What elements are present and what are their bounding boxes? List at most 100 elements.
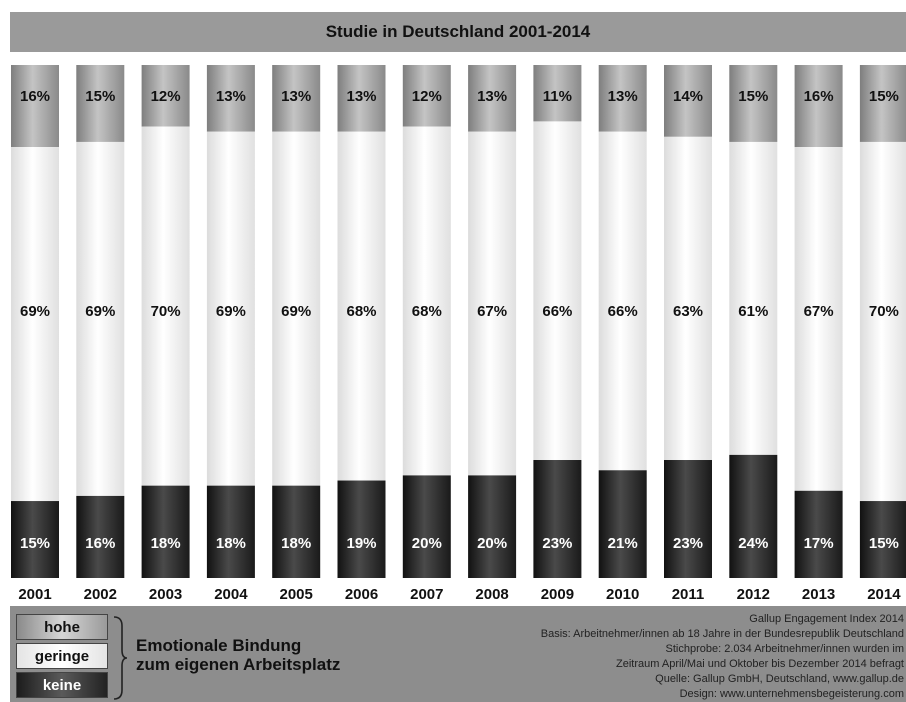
- bar-segment-keine-2014: [859, 501, 906, 578]
- data-label-keine-2007: 20%: [412, 535, 442, 552]
- bar-segment-hohe-2011: [664, 65, 712, 137]
- data-label-geringe-2012: 61%: [738, 303, 768, 320]
- bar-segment-geringe-2014: [859, 141, 906, 502]
- x-tick-label: 2010: [606, 586, 639, 603]
- bar-segment-hohe-2006: [337, 65, 386, 132]
- bar-segment-hohe-2002: [76, 65, 125, 142]
- data-label-geringe-2014: 70%: [869, 303, 899, 320]
- data-label-hohe-2007: 12%: [412, 88, 442, 105]
- data-label-hohe-2006: 13%: [346, 88, 376, 105]
- bar-segment-hohe-2005: [272, 65, 321, 132]
- legend-item-keine: keine: [16, 672, 108, 698]
- bar-segment-keine-2005: [272, 485, 321, 578]
- data-label-hohe-2001: 16%: [20, 88, 50, 105]
- x-tick-label: 2006: [345, 586, 378, 603]
- bar-segment-keine-2013: [794, 490, 843, 578]
- legend-caption: Emotionale Bindung zum eigenen Arbeitspl…: [136, 636, 376, 674]
- data-label-geringe-2007: 68%: [412, 303, 442, 320]
- bar-segment-geringe-2009: [533, 121, 582, 461]
- x-tick-label: 2011: [672, 586, 705, 603]
- bar-segment-geringe-2013: [794, 147, 843, 491]
- legend-item-geringe: geringe: [16, 643, 108, 669]
- source-line: Gallup Engagement Index 2014: [749, 613, 904, 625]
- data-label-geringe-2010: 66%: [608, 303, 638, 320]
- data-label-keine-2014: 15%: [869, 535, 899, 552]
- bar-segment-keine-2009: [533, 460, 582, 578]
- data-label-geringe-2005: 69%: [281, 303, 311, 320]
- data-label-hohe-2003: 12%: [151, 88, 181, 105]
- bar-segment-geringe-2012: [729, 141, 778, 455]
- x-tick-label: 2004: [214, 586, 248, 603]
- legend-caption-line1: Emotionale Bindung: [136, 636, 302, 655]
- bar-segment-hohe-2007: [402, 65, 451, 127]
- bar-segment-geringe-2008: [468, 131, 517, 476]
- bar-segment-hohe-2012: [729, 65, 778, 142]
- bar-segment-geringe-2004: [206, 131, 255, 486]
- bar-segment-hohe-2001: [11, 65, 59, 148]
- data-label-hohe-2011: 14%: [673, 88, 703, 105]
- data-label-keine-2001: 15%: [20, 535, 50, 552]
- data-label-hohe-2002: 15%: [85, 88, 115, 105]
- data-label-geringe-2009: 66%: [542, 303, 572, 320]
- x-tick-label: 2007: [410, 586, 443, 603]
- source-line: Zeitraum April/Mai und Oktober bis Dezem…: [616, 658, 904, 670]
- bar-segment-geringe-2001: [11, 147, 59, 502]
- data-label-geringe-2011: 63%: [673, 303, 703, 320]
- data-label-keine-2004: 18%: [216, 535, 246, 552]
- bar-segment-geringe-2010: [598, 131, 647, 471]
- data-label-keine-2013: 17%: [804, 535, 834, 552]
- bar-segment-keine-2011: [664, 460, 712, 578]
- data-label-hohe-2014: 15%: [869, 88, 899, 105]
- data-label-keine-2003: 18%: [151, 535, 181, 552]
- data-label-keine-2008: 20%: [477, 535, 507, 552]
- bar-segment-hohe-2010: [598, 65, 647, 132]
- data-label-hohe-2004: 13%: [216, 88, 246, 105]
- bar-segment-hohe-2014: [859, 65, 906, 142]
- legend-item-hohe: hohe: [16, 614, 108, 640]
- x-tick-label: 2005: [280, 586, 313, 603]
- bar-segment-geringe-2002: [76, 141, 125, 496]
- brace-icon: [113, 616, 128, 700]
- data-label-hohe-2005: 13%: [281, 88, 311, 105]
- data-label-keine-2006: 19%: [346, 535, 376, 552]
- legend-panel: hohe geringe keine Emotionale Bindung zu…: [10, 606, 906, 702]
- data-label-keine-2005: 18%: [281, 535, 311, 552]
- data-label-geringe-2013: 67%: [804, 303, 834, 320]
- data-label-geringe-2008: 67%: [477, 303, 507, 320]
- bar-segment-keine-2012: [729, 454, 778, 578]
- bar-segment-keine-2006: [337, 480, 386, 578]
- bar-segment-keine-2008: [468, 475, 517, 578]
- bar-segment-keine-2003: [141, 485, 190, 578]
- data-label-hohe-2013: 16%: [804, 88, 834, 105]
- x-tick-label: 2001: [18, 586, 51, 603]
- bar-segment-keine-2007: [402, 475, 451, 578]
- data-label-keine-2010: 21%: [608, 535, 638, 552]
- data-label-hohe-2009: 11%: [543, 88, 572, 105]
- data-label-keine-2009: 23%: [542, 535, 572, 552]
- x-tick-label: 2012: [737, 586, 770, 603]
- chart-title: Studie in Deutschland 2001-2014: [10, 12, 906, 52]
- x-tick-label: 2003: [149, 586, 182, 603]
- source-line: Basis: Arbeitnehmer/innen ab 18 Jahre in…: [540, 628, 904, 640]
- data-label-geringe-2002: 69%: [85, 303, 115, 320]
- data-label-hohe-2012: 15%: [738, 88, 768, 105]
- bar-segment-geringe-2006: [337, 131, 386, 481]
- bar-segment-hohe-2003: [141, 65, 190, 127]
- bar-segment-geringe-2011: [664, 136, 712, 461]
- x-tick-label: 2014: [867, 586, 901, 603]
- data-label-geringe-2006: 68%: [346, 303, 376, 320]
- bar-segment-keine-2010: [598, 470, 647, 578]
- data-label-geringe-2003: 70%: [151, 303, 181, 320]
- x-tick-label: 2009: [541, 586, 574, 603]
- x-tick-label: 2008: [475, 586, 508, 603]
- bar-segment-keine-2001: [11, 501, 59, 578]
- data-label-keine-2012: 24%: [738, 535, 768, 552]
- source-line: Design: www.unternehmensbegeisterung.com: [679, 688, 904, 700]
- bar-segment-geringe-2007: [402, 126, 451, 476]
- bar-segment-hohe-2013: [794, 65, 843, 148]
- source-line: Quelle: Gallup GmbH, Deutschland, www.ga…: [655, 673, 904, 685]
- bar-segment-hohe-2004: [206, 65, 255, 132]
- data-label-geringe-2004: 69%: [216, 303, 246, 320]
- bar-segment-geringe-2005: [272, 131, 321, 486]
- bar-segment-keine-2004: [206, 485, 255, 578]
